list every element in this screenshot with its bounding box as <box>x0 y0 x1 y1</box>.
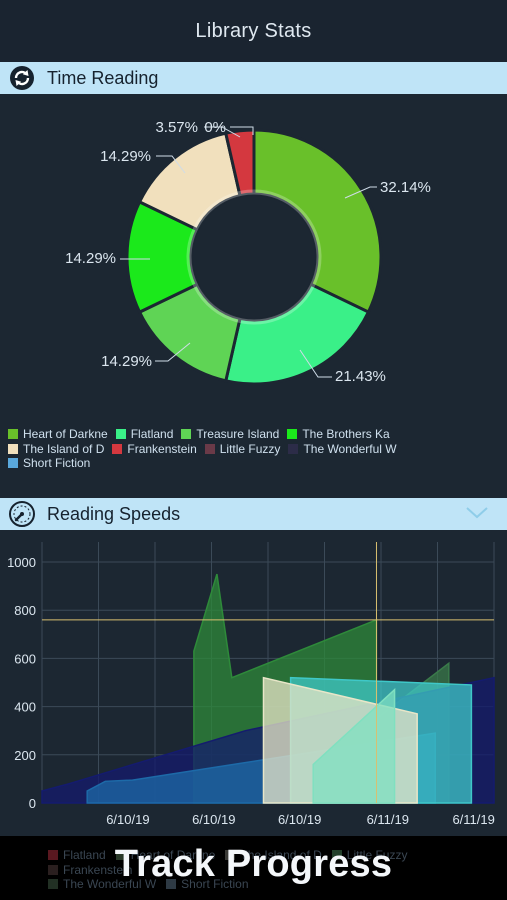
tagline: Track Progress <box>114 843 393 885</box>
slice-leader-line <box>230 126 254 135</box>
speedometer-icon <box>7 499 37 529</box>
slice-label: 14.29% <box>101 353 152 370</box>
legend-item: Little Fuzzy <box>331 848 407 863</box>
x-tick-label: 6/10/19 <box>106 812 149 827</box>
y-tick-label: 800 <box>14 603 36 618</box>
chevron-down-icon[interactable] <box>465 506 489 525</box>
section-title-time-reading: Time Reading <box>47 67 159 88</box>
legend-swatch <box>48 864 58 875</box>
legend-swatch <box>331 850 342 861</box>
y-tick-label: 200 <box>14 748 36 763</box>
slice-label: 21.43% <box>335 368 386 385</box>
refresh-icon <box>7 63 37 93</box>
slice-leader-line <box>155 342 191 362</box>
footer-banner <box>0 836 507 900</box>
legend-item: Little Fuzzy <box>204 442 280 456</box>
pie-slice <box>223 128 256 198</box>
y-tick-label: 1000 <box>7 555 36 570</box>
legend-item: Heart of Darkne <box>8 427 108 441</box>
reading-speeds-area-chart[interactable]: 0 200 400 600 800 1000 6/10/19 6/10/19 6/10/19 6/… <box>0 532 507 838</box>
legend-swatch <box>48 850 58 861</box>
legend-item: The Island of D <box>8 442 104 456</box>
slice-label: 14.29% <box>100 148 151 165</box>
legend-item: Short Fiction <box>166 877 249 892</box>
legend-item: Heart of Darkne <box>115 848 215 863</box>
y-tick-label: 600 <box>14 651 36 666</box>
legend-item: The Brothers Ka <box>287 427 390 441</box>
slice-label: 32.14% <box>380 179 431 196</box>
legend-item: Treasure Island <box>181 427 279 441</box>
legend-swatch <box>115 429 126 440</box>
legend-swatch <box>8 443 18 454</box>
section-header-reading-speeds[interactable]: Reading Speeds <box>0 498 507 530</box>
footer-legend: Flatland Heart of Darkne The Island of D… <box>48 848 417 892</box>
page-title: Library Stats <box>195 19 312 42</box>
slice-leader-line <box>204 126 241 138</box>
legend-item: Frankenstein <box>112 442 197 456</box>
x-tick-label: 6/10/19 <box>278 812 321 827</box>
slice-leader-line <box>299 349 332 378</box>
legend-item: Short Fiction <box>8 456 90 470</box>
legend-swatch <box>166 879 177 890</box>
legend-swatch <box>204 443 215 454</box>
x-tick-label: 6/10/19 <box>192 812 235 827</box>
legend-swatch <box>115 850 126 861</box>
legend-item: The Wonderful W <box>288 442 397 456</box>
legend-swatch <box>112 443 123 454</box>
legend-swatch <box>225 850 236 861</box>
donut-inner-ring <box>186 189 322 325</box>
donut-hole <box>193 196 315 318</box>
legend-swatch <box>48 879 58 890</box>
pie-legend: Heart of Darkne Flatland Treasure Island… <box>8 427 503 471</box>
section-header-time-reading[interactable]: Time Reading <box>0 62 507 94</box>
legend-item: Flatland <box>115 427 173 441</box>
slice-label: 0% <box>204 119 226 136</box>
time-reading-donut-chart[interactable]: 32.14%21.43%14.29%14.29%14.29%3.57% 0% <box>0 95 507 420</box>
legend-item: The Wonderful W <box>48 877 156 892</box>
legend-swatch <box>287 429 298 440</box>
y-tick-label: 400 <box>14 700 36 715</box>
section-title-reading-speeds: Reading Speeds <box>47 503 181 524</box>
area-series <box>312 688 396 804</box>
pie-slice <box>223 282 371 386</box>
pie-slice <box>252 128 383 315</box>
legend-item: Flatland <box>48 848 106 863</box>
legend-item: Frankenstein <box>48 863 132 878</box>
legend-swatch <box>288 443 299 454</box>
y-tick-label: 0 <box>29 796 36 811</box>
slice-label: 14.29% <box>65 250 116 267</box>
x-tick-label: 6/11/19 <box>452 812 494 827</box>
slice-leader-line <box>156 155 186 174</box>
nav-bar: Library Stats <box>0 0 507 62</box>
slice-label: 3.57% <box>155 119 198 136</box>
slice-leader-line <box>344 186 377 199</box>
x-tick-label: 6/11/19 <box>367 812 409 827</box>
legend-item: The Island of D <box>225 848 322 863</box>
legend-swatch <box>8 429 18 440</box>
legend-swatch <box>181 429 192 440</box>
legend-swatch <box>8 458 18 469</box>
